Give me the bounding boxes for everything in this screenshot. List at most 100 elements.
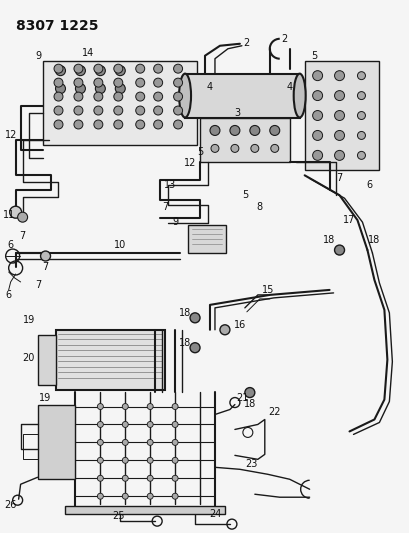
Text: 5: 5: [311, 51, 317, 61]
Circle shape: [114, 106, 122, 115]
Text: 19: 19: [39, 393, 52, 402]
Circle shape: [147, 403, 153, 409]
Circle shape: [334, 110, 344, 120]
Text: 18: 18: [178, 308, 191, 318]
Circle shape: [10, 206, 22, 218]
Circle shape: [114, 120, 122, 129]
Circle shape: [122, 439, 128, 446]
Text: 23: 23: [245, 459, 257, 470]
Circle shape: [135, 120, 144, 129]
Circle shape: [115, 84, 125, 94]
Circle shape: [357, 92, 364, 100]
Circle shape: [97, 422, 103, 427]
Text: 8: 8: [256, 202, 262, 212]
Circle shape: [94, 92, 103, 101]
Text: 10: 10: [114, 240, 126, 250]
Circle shape: [153, 64, 162, 73]
Text: 8307 1225: 8307 1225: [16, 19, 98, 33]
Text: 18: 18: [323, 235, 335, 245]
Circle shape: [95, 84, 105, 94]
Circle shape: [334, 131, 344, 140]
Text: 6: 6: [366, 180, 372, 190]
Circle shape: [74, 120, 83, 129]
Bar: [65, 506, 225, 514]
Text: 12: 12: [4, 131, 17, 140]
Circle shape: [95, 66, 105, 76]
Text: 19: 19: [22, 315, 35, 325]
Text: 16: 16: [233, 320, 245, 330]
Circle shape: [75, 84, 85, 94]
Text: 7: 7: [336, 173, 342, 183]
Text: 11: 11: [2, 210, 15, 220]
Text: 18: 18: [178, 338, 191, 348]
Circle shape: [334, 71, 344, 80]
Circle shape: [172, 493, 178, 499]
Circle shape: [135, 78, 144, 87]
Circle shape: [244, 387, 254, 398]
Text: 6: 6: [8, 240, 13, 250]
Circle shape: [147, 475, 153, 481]
Circle shape: [173, 106, 182, 115]
Circle shape: [135, 106, 144, 115]
Text: 18: 18: [243, 399, 255, 408]
Circle shape: [312, 131, 322, 140]
Text: 18: 18: [367, 235, 380, 245]
Circle shape: [312, 91, 322, 101]
Circle shape: [147, 493, 153, 499]
Circle shape: [334, 91, 344, 101]
Text: 17: 17: [342, 215, 355, 225]
Text: 20: 20: [22, 353, 35, 362]
Circle shape: [147, 422, 153, 427]
Circle shape: [135, 92, 144, 101]
Text: 25: 25: [112, 511, 124, 521]
Bar: [188, 225, 225, 253]
Text: 4: 4: [286, 82, 292, 92]
Circle shape: [40, 251, 50, 261]
Circle shape: [94, 106, 103, 115]
Text: 2: 2: [243, 38, 249, 48]
Circle shape: [97, 439, 103, 446]
Text: 7: 7: [162, 202, 168, 212]
Circle shape: [54, 92, 63, 101]
Circle shape: [115, 66, 125, 76]
Circle shape: [250, 144, 258, 152]
Circle shape: [18, 212, 27, 222]
Circle shape: [173, 78, 182, 87]
Circle shape: [74, 64, 83, 73]
Circle shape: [94, 120, 103, 129]
Circle shape: [357, 132, 364, 140]
Circle shape: [55, 66, 65, 76]
Circle shape: [357, 71, 364, 79]
Circle shape: [122, 493, 128, 499]
Circle shape: [54, 106, 63, 115]
Circle shape: [230, 144, 238, 152]
Text: 21: 21: [236, 393, 248, 402]
Text: 9: 9: [36, 51, 42, 61]
Circle shape: [229, 125, 239, 135]
Bar: [38, 335, 55, 385]
Circle shape: [122, 457, 128, 463]
Text: 22: 22: [268, 407, 280, 416]
Circle shape: [74, 78, 83, 87]
Circle shape: [97, 475, 103, 481]
Circle shape: [312, 71, 322, 80]
Circle shape: [74, 106, 83, 115]
Circle shape: [172, 422, 178, 427]
Circle shape: [172, 457, 178, 463]
Circle shape: [54, 78, 63, 87]
Circle shape: [211, 144, 218, 152]
Bar: [55, 330, 165, 390]
Circle shape: [147, 439, 153, 446]
Bar: [184, 74, 299, 117]
Circle shape: [209, 125, 219, 135]
Circle shape: [219, 325, 229, 335]
Circle shape: [334, 150, 344, 160]
Text: 7: 7: [20, 231, 26, 241]
Circle shape: [97, 457, 103, 463]
Text: 5: 5: [196, 148, 202, 157]
Circle shape: [190, 343, 200, 353]
Circle shape: [172, 439, 178, 446]
Circle shape: [269, 125, 279, 135]
Text: 2: 2: [281, 34, 287, 44]
Text: 12: 12: [183, 158, 196, 168]
